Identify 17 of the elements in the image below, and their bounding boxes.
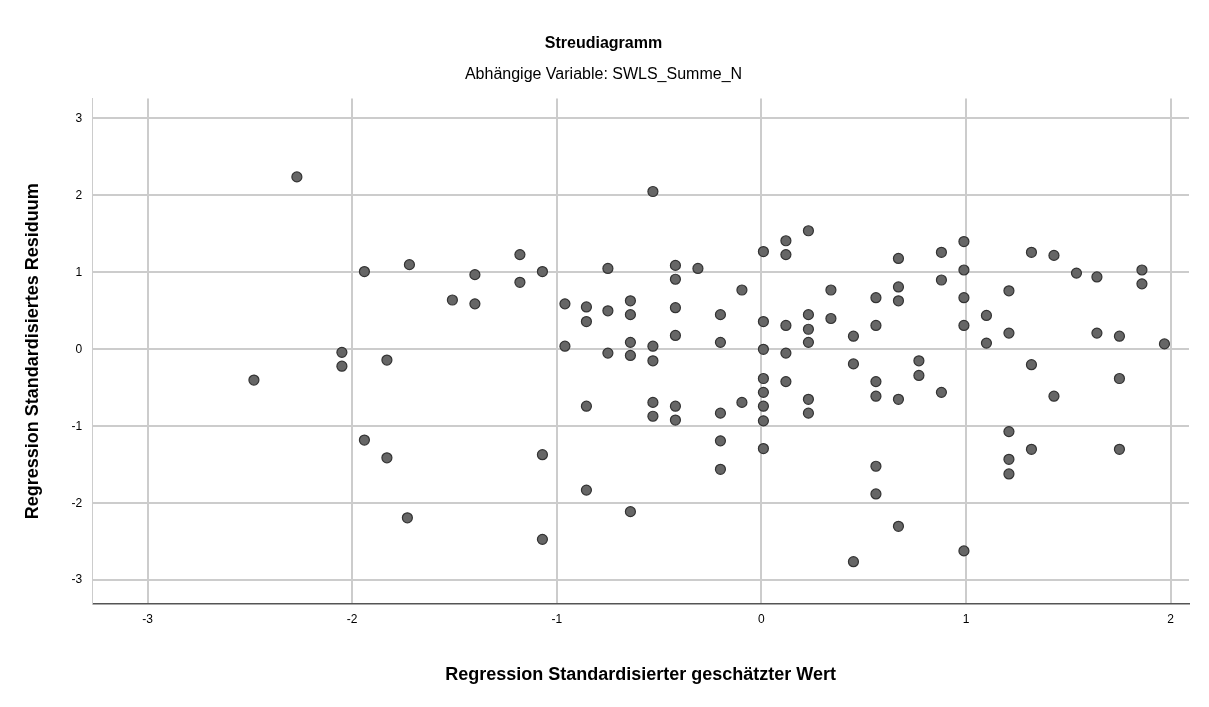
y-tick-label: 2 [75,187,83,202]
x-tick-label: -1 [551,611,563,626]
y-tick-label: -2 [71,495,83,510]
x-tick-label: 0 [758,611,766,626]
chart-subtitle: Abhängige Variable: SWLS_Summe_N [464,65,743,84]
x-tick-label: -3 [142,611,154,626]
x-axis-title: Regression Standardisierter geschätzter Wert [445,664,837,685]
x-tick-label: 2 [1167,611,1175,626]
y-tick-label: 3 [75,110,83,125]
x-tick-label: 1 [962,611,970,626]
chart-title: Streudiagramm [544,34,663,52]
y-tick-label: 1 [75,264,83,279]
x-tick-label: -2 [346,611,358,626]
y-axis-title: Regression Standardisiertes Residuum [21,183,42,520]
y-tick-label: 0 [75,341,83,356]
y-tick-label: -1 [71,418,83,433]
y-tick-label: -3 [71,572,83,587]
